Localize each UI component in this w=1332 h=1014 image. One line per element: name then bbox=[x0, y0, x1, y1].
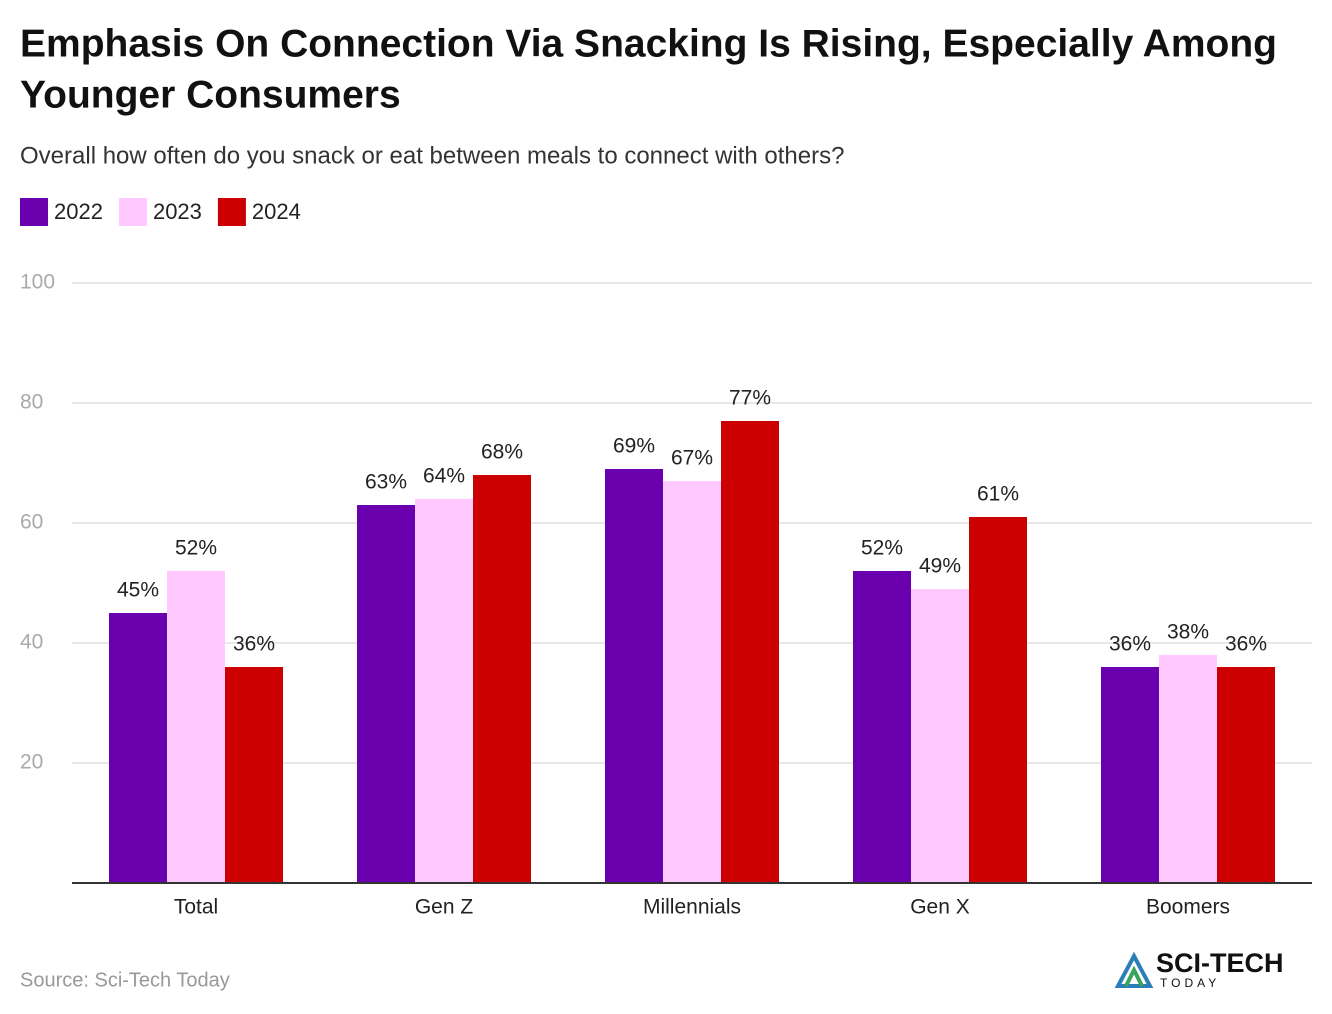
bar bbox=[969, 517, 1027, 883]
logo-tagline: TODAY bbox=[1160, 976, 1220, 990]
legend-swatch bbox=[20, 198, 48, 226]
y-tick-label: 40 bbox=[20, 631, 43, 654]
bar bbox=[1159, 655, 1217, 883]
value-label: 36% bbox=[1109, 633, 1151, 656]
value-label: 36% bbox=[233, 633, 275, 656]
bar bbox=[1217, 667, 1275, 883]
legend-swatch bbox=[217, 198, 246, 226]
value-label: 67% bbox=[671, 447, 713, 470]
y-tick-label: 80 bbox=[20, 391, 43, 414]
bar bbox=[605, 469, 663, 883]
value-label: 52% bbox=[175, 537, 217, 560]
bar bbox=[109, 613, 167, 883]
x-tick-label: Gen X bbox=[910, 896, 970, 919]
value-label: 52% bbox=[861, 537, 903, 560]
legend-label: 2022 bbox=[54, 199, 103, 224]
value-label: 63% bbox=[365, 471, 407, 494]
value-label: 64% bbox=[423, 465, 465, 488]
logo-name: SCI-TECH bbox=[1156, 948, 1284, 978]
chart-subtitle: Overall how often do you snack or eat be… bbox=[20, 142, 844, 169]
logo-icon bbox=[1124, 965, 1144, 987]
value-label: 77% bbox=[729, 387, 771, 410]
logo-icon bbox=[1114, 951, 1154, 988]
y-tick-label: 20 bbox=[20, 751, 43, 774]
value-label: 45% bbox=[117, 579, 159, 602]
bar bbox=[357, 505, 415, 883]
bar bbox=[1101, 667, 1159, 883]
value-label: 49% bbox=[919, 555, 961, 578]
source: Source: Sci-Tech Today bbox=[20, 969, 230, 991]
bar bbox=[415, 499, 473, 883]
x-tick-label: Boomers bbox=[1146, 896, 1230, 919]
value-label: 61% bbox=[977, 483, 1019, 506]
y-tick-label: 60 bbox=[20, 511, 43, 534]
bar bbox=[473, 475, 531, 883]
bar bbox=[663, 481, 721, 883]
x-tick-label: Total bbox=[174, 896, 218, 919]
bar bbox=[853, 571, 911, 883]
bar bbox=[167, 571, 225, 883]
legend-swatch bbox=[118, 198, 147, 226]
chart-title: Younger Consumers bbox=[20, 73, 401, 116]
x-tick-label: Gen Z bbox=[415, 896, 474, 919]
x-tick-label: Millennials bbox=[643, 896, 741, 919]
value-label: 36% bbox=[1225, 633, 1267, 656]
value-label: 68% bbox=[481, 441, 523, 464]
logo: SCI-TECH TODAY bbox=[1114, 948, 1284, 990]
chart-title: Emphasis On Connection Via Snacking Is R… bbox=[20, 22, 1277, 65]
bar bbox=[911, 589, 969, 883]
legend-label: 2024 bbox=[252, 199, 301, 224]
y-tick-label: 100 bbox=[20, 271, 55, 294]
legend-label: 2023 bbox=[153, 199, 202, 224]
value-label: 69% bbox=[613, 435, 655, 458]
bar bbox=[225, 667, 283, 883]
value-label: 38% bbox=[1167, 621, 1209, 644]
bar bbox=[721, 421, 779, 883]
